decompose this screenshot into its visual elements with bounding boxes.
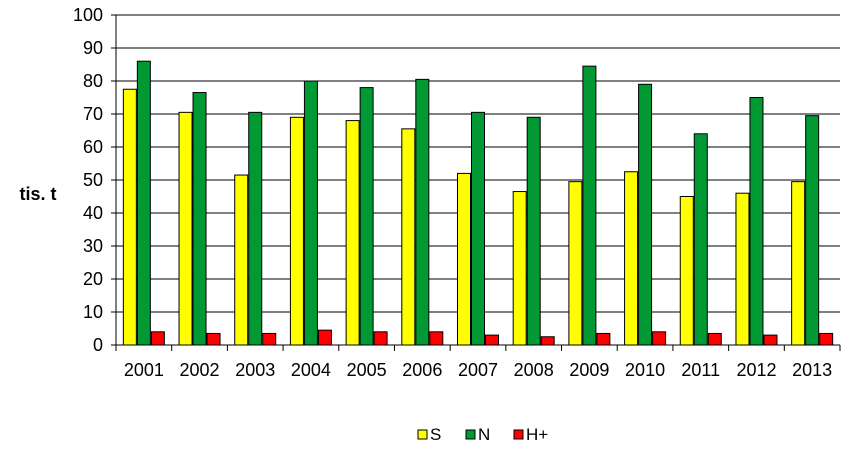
- bar-S-2003: [234, 174, 249, 346]
- bar-H+-2006: [429, 331, 444, 346]
- bar-N-2006: [415, 78, 430, 346]
- bar-H+-2001: [150, 331, 165, 346]
- bars: [122, 60, 834, 346]
- y-tick-label: 100: [73, 5, 103, 25]
- bar-H+-2008: [540, 336, 555, 346]
- bar-S-2007: [457, 172, 471, 346]
- bar-N-2005: [359, 87, 374, 346]
- y-tick-label: 90: [83, 38, 103, 58]
- bar-S-2009: [568, 181, 583, 346]
- legend: S N H+: [417, 425, 548, 444]
- legend-swatch-N: [465, 429, 476, 440]
- x-tick-label: 2001: [124, 360, 164, 380]
- bar-N-2002: [192, 92, 207, 346]
- legend-label-S: S: [430, 425, 441, 444]
- legend-swatch-S: [417, 429, 428, 440]
- x-tick-label: 2002: [180, 360, 220, 380]
- bar-N-2003: [248, 111, 263, 346]
- bar-S-2001: [122, 88, 137, 346]
- bar-H+-2011: [707, 332, 722, 346]
- bar-H+-2002: [206, 332, 221, 346]
- bar-S-2005: [345, 120, 360, 346]
- bar-S-2006: [401, 128, 416, 346]
- bar-H+-2009: [596, 332, 611, 346]
- bar-H+-2004: [317, 329, 332, 346]
- x-tick-label: 2006: [402, 360, 442, 380]
- legend-label-N: N: [478, 425, 490, 444]
- bar-N-2011: [693, 133, 708, 346]
- bar-N-2004: [303, 80, 318, 346]
- bar-S-2010: [624, 171, 639, 346]
- y-tick-label: 60: [83, 137, 103, 157]
- x-tick-label: 2013: [792, 360, 832, 380]
- x-tick-label: 2005: [347, 360, 387, 380]
- x-tick-label: 2004: [291, 360, 331, 380]
- bar-N-2007: [471, 111, 485, 346]
- y-tick-label: 30: [83, 236, 103, 256]
- x-tick-label: 2007: [458, 360, 498, 380]
- bar-S-2013: [791, 181, 806, 346]
- x-tick-label: 2010: [625, 360, 665, 380]
- bar-N-2013: [805, 115, 820, 346]
- x-tick-label: 2008: [514, 360, 554, 380]
- bar-H+-2010: [652, 331, 667, 346]
- x-tick-label: 2003: [235, 360, 275, 380]
- bar-S-2012: [735, 192, 750, 346]
- bar-S-2011: [679, 196, 694, 346]
- axes: [115, 15, 840, 346]
- x-axis-ticks: 2001 2002 2003 2004 2005 2006 2007 2008 2009 2010…: [115, 345, 841, 380]
- bar-S-2004: [289, 116, 304, 346]
- legend-swatch-H+: [513, 429, 524, 440]
- x-tick-label: 2009: [569, 360, 609, 380]
- y-tick-label: 80: [83, 71, 103, 91]
- y-tick-label: 40: [83, 203, 103, 223]
- bar-N-2012: [749, 97, 764, 346]
- bar-H+-2007: [485, 334, 499, 346]
- y-axis-label: tis. t: [19, 184, 56, 204]
- y-axis-ticks: 0 10 20 30 40 50 60 70 80 90 100: [73, 5, 116, 355]
- bar-N-2008: [526, 116, 541, 346]
- bar-H+-2003: [262, 332, 277, 346]
- y-tick-label: 10: [83, 302, 103, 322]
- x-tick-label: 2011: [681, 360, 720, 380]
- bar-H+-2013: [819, 332, 834, 346]
- bar-H+-2005: [373, 331, 388, 346]
- legend-label-H+: H+: [526, 425, 548, 444]
- y-tick-label: 0: [93, 335, 103, 355]
- bar-S-2008: [512, 191, 527, 346]
- bar-S-2002: [178, 111, 193, 346]
- bar-N-2001: [136, 60, 151, 346]
- bar-H+-2012: [763, 334, 778, 346]
- y-tick-label: 20: [83, 269, 103, 289]
- bar-N-2010: [638, 83, 653, 346]
- y-tick-label: 70: [83, 104, 103, 124]
- y-tick-label: 50: [83, 170, 103, 190]
- x-tick-label: 2012: [736, 360, 776, 380]
- bar-N-2009: [582, 65, 597, 346]
